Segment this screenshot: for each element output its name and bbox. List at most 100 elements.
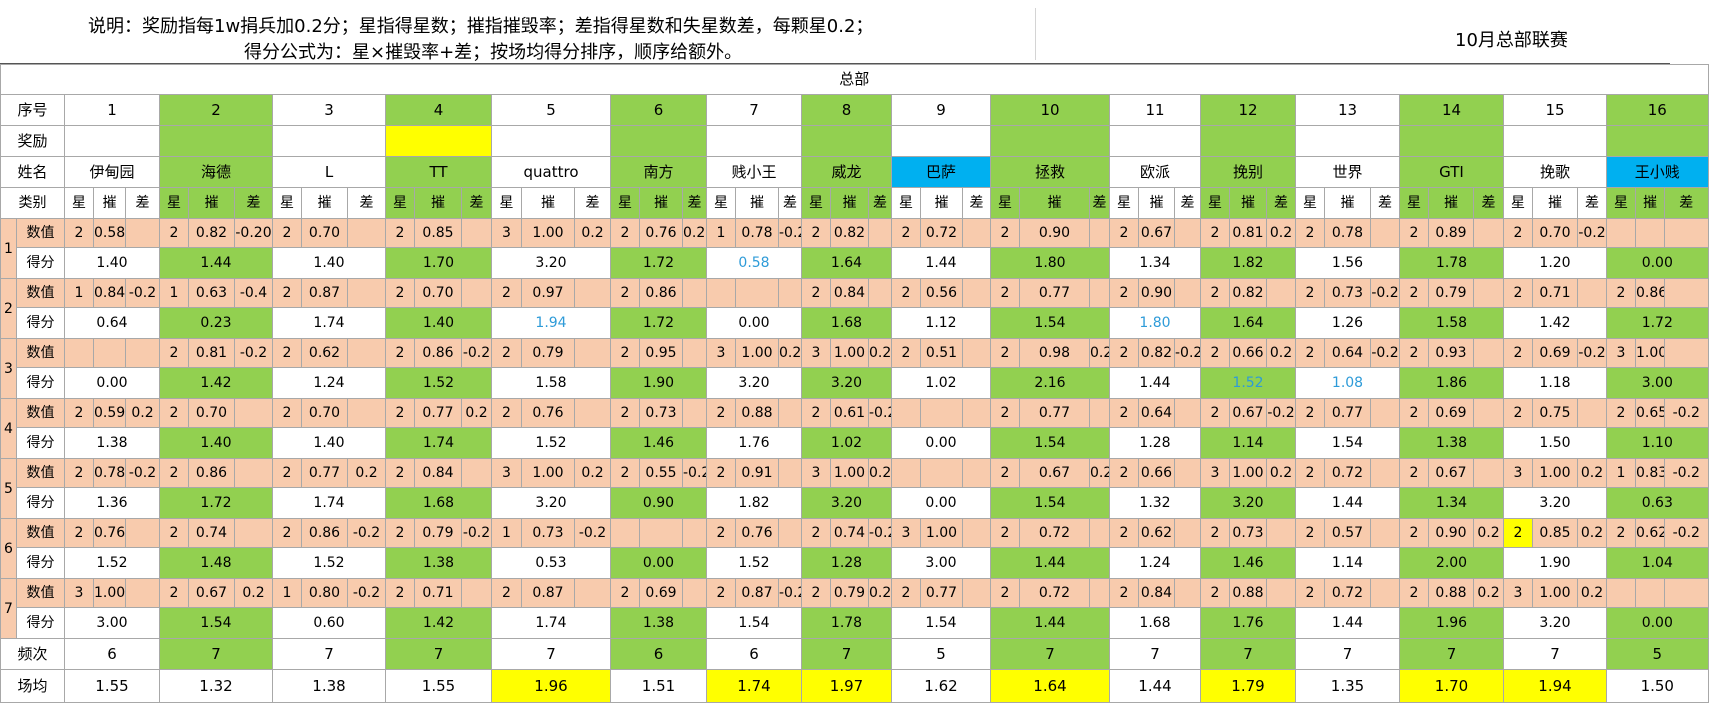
score-row: 得分 1.40 1.44 1.40 1.70 3.20 1.72 0.58 1.64 1.44 1.… xyxy=(1,247,1709,279)
diff-value xyxy=(1577,398,1607,428)
diff-value: 0.2 xyxy=(1473,518,1504,548)
star-value: 2 xyxy=(64,218,94,248)
diff-value: -0.20 xyxy=(234,218,273,248)
diff-value xyxy=(1473,278,1504,308)
round-score: 1.38 xyxy=(610,607,707,639)
rate-value: 0.86 xyxy=(1635,278,1665,308)
diff-value xyxy=(1089,578,1110,608)
player-index: 15 xyxy=(1503,94,1607,126)
star-value: 2 xyxy=(159,458,189,488)
player-index: 4 xyxy=(385,94,492,126)
diff-value: -0.2 xyxy=(1664,398,1709,428)
diff-value xyxy=(962,398,991,428)
round-score: 1.74 xyxy=(385,427,492,459)
round-score: 1.46 xyxy=(1200,547,1296,579)
rate-header: 摧 xyxy=(301,187,348,219)
rate-value: 0.85 xyxy=(414,218,462,248)
round-score: 1.78 xyxy=(801,607,892,639)
round-score: 1.10 xyxy=(1606,427,1709,459)
diff-value xyxy=(1577,278,1607,308)
value-label: 数值 xyxy=(16,398,65,428)
diff-value xyxy=(962,458,991,488)
player-name: 威龙 xyxy=(801,156,892,188)
star-value: 3 xyxy=(1503,578,1533,608)
rate-header: 摧 xyxy=(93,187,126,219)
value-row: 1 数值 2 0.58 2 0.82 -0.20 2 0.70 2 0.85 3 1.00 0.2 2 0.7… xyxy=(0,218,1709,279)
star-value: 2 xyxy=(891,218,921,248)
rate-value: 0.84 xyxy=(830,278,869,308)
player-index: 9 xyxy=(891,94,991,126)
rate-value: 0.71 xyxy=(1532,278,1578,308)
diff-value: 0.2 xyxy=(461,398,492,428)
star-value: 2 xyxy=(272,518,302,548)
star-header: 星 xyxy=(1399,187,1429,219)
star-header: 星 xyxy=(990,187,1020,219)
rate-value: 0.62 xyxy=(301,338,348,368)
star-header: 星 xyxy=(891,187,921,219)
average-value: 1.32 xyxy=(159,669,273,703)
star-value: 2 xyxy=(891,338,921,368)
diff-value xyxy=(347,338,386,368)
rate-value: 1.00 xyxy=(1229,458,1267,488)
value-label: 数值 xyxy=(16,278,65,308)
star-value: 2 xyxy=(801,398,831,428)
diff-value xyxy=(1370,518,1400,548)
diff-value xyxy=(962,518,991,548)
reward-cell xyxy=(610,125,707,157)
round-score: 1.42 xyxy=(385,607,492,639)
reward-cell xyxy=(706,125,802,157)
star-value: 2 xyxy=(1399,398,1429,428)
star-value: 2 xyxy=(990,398,1020,428)
player-index: 2 xyxy=(159,94,273,126)
player-name: L xyxy=(272,156,386,188)
reward-cell xyxy=(385,125,492,157)
diff-value: 0.2 xyxy=(868,578,892,608)
reward-cell xyxy=(891,125,991,157)
rate-value: 0.70 xyxy=(301,218,348,248)
round-score: 1.76 xyxy=(1200,607,1296,639)
reward-cell xyxy=(1200,125,1296,157)
rate-value: 0.70 xyxy=(301,398,348,428)
rate-value: 0.71 xyxy=(414,578,462,608)
round-number: 2 xyxy=(0,278,17,339)
round-score: 1.24 xyxy=(272,367,386,399)
value-row: 5 数值 2 0.78 -0.2 2 0.86 2 0.77 0.2 2 0.84 3 1.00 0.2 2 0… xyxy=(0,458,1709,519)
round-score: 1.72 xyxy=(1606,307,1709,339)
rate-header: 摧 xyxy=(188,187,235,219)
diff-value: -0.2 xyxy=(1370,278,1400,308)
round-score: 1.40 xyxy=(385,307,492,339)
rate-value: 0.74 xyxy=(188,518,235,548)
star-value: 2 xyxy=(610,278,640,308)
diff-value: -0.2 xyxy=(1664,518,1709,548)
diff-value: -0.2 xyxy=(1664,458,1709,488)
round-score: 1.64 xyxy=(801,247,892,279)
diff-value xyxy=(125,338,160,368)
round-score: 1.54 xyxy=(159,607,273,639)
score-label: 得分 xyxy=(16,487,65,519)
player-index: 13 xyxy=(1295,94,1400,126)
reward-cell xyxy=(1606,125,1709,157)
diff-value: -0.2 xyxy=(461,338,492,368)
round-score: 1.44 xyxy=(1109,367,1201,399)
diff-value: -0.2 xyxy=(1174,338,1201,368)
round-score: 1.52 xyxy=(385,367,492,399)
diff-value: -0.2 xyxy=(347,578,386,608)
league-title: 10月总部联赛 xyxy=(1455,30,1568,51)
star-value: 2 xyxy=(1399,518,1429,548)
frequency-value: 6 xyxy=(610,638,707,670)
diff-value xyxy=(682,578,707,608)
rate-value: 0.76 xyxy=(521,398,575,428)
rate-value: 0.77 xyxy=(920,578,963,608)
diff-value xyxy=(1664,338,1709,368)
diff-value xyxy=(574,338,611,368)
diff-value xyxy=(461,218,492,248)
diff-value xyxy=(1266,278,1296,308)
frequency-value: 5 xyxy=(891,638,991,670)
star-value xyxy=(891,398,921,428)
round-score: 1.96 xyxy=(1399,607,1504,639)
diff-value xyxy=(1174,518,1201,548)
round-score: 1.72 xyxy=(610,307,707,339)
rate-value xyxy=(920,398,963,428)
average-label: 场均 xyxy=(0,669,65,703)
rate-value: 0.77 xyxy=(1324,398,1371,428)
